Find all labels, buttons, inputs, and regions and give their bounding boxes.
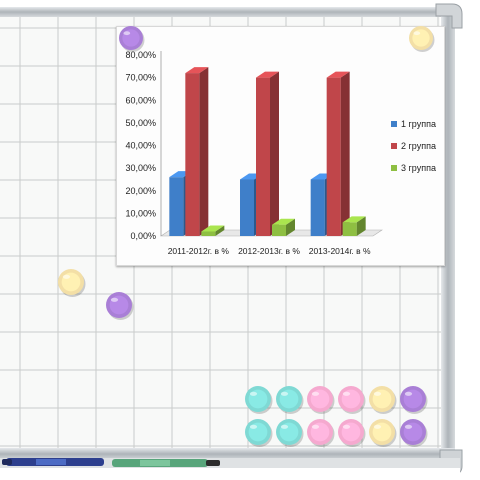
y-tick-label: 40,00% (125, 141, 156, 151)
bar (256, 71, 279, 236)
x-tick-label: 2012-2013г. в % (238, 246, 300, 256)
legend-swatch (391, 121, 397, 127)
frame-bottom (0, 448, 455, 460)
bar (272, 218, 295, 236)
bar-chart: 0,00% 10,00% 20,00% 30,00% 40,00% 50,00% 60,00… (125, 50, 436, 256)
legend-swatch (391, 165, 397, 171)
legend-label: 1 группа (401, 119, 436, 129)
y-tick-label: 60,00% (125, 95, 156, 105)
y-tick-label: 0,00% (130, 231, 156, 241)
legend: 1 группа 2 группа 3 группа (391, 119, 436, 173)
marker-blue[interactable] (2, 458, 104, 466)
marker-green[interactable] (112, 459, 220, 467)
bar (326, 71, 350, 236)
frame-corner-cap (435, 3, 463, 29)
bar (201, 225, 225, 236)
legend-label: 3 группа (401, 163, 436, 173)
y-tick-label: 50,00% (125, 118, 156, 128)
x-axis: 2011-2012г. в % 2012-2013г. в % 2013-2014г… (168, 246, 371, 256)
x-tick-label: 2013-2014г. в % (309, 246, 371, 256)
y-tick-label: 70,00% (125, 73, 156, 83)
frame-top (0, 7, 452, 17)
bar (342, 216, 366, 236)
x-tick-label: 2011-2012г. в % (168, 246, 230, 256)
bar (185, 67, 209, 236)
chart-printout: 0,00% 10,00% 20,00% 30,00% 40,00% 50,00% 60,00… (116, 26, 445, 266)
legend-label: 2 группа (401, 141, 436, 151)
bars (169, 67, 366, 236)
y-tick-label: 20,00% (125, 186, 156, 196)
y-tick-label: 30,00% (125, 163, 156, 173)
y-tick-label: 80,00% (125, 50, 156, 60)
y-tick-label: 10,00% (125, 208, 156, 218)
legend-swatch (391, 143, 397, 149)
